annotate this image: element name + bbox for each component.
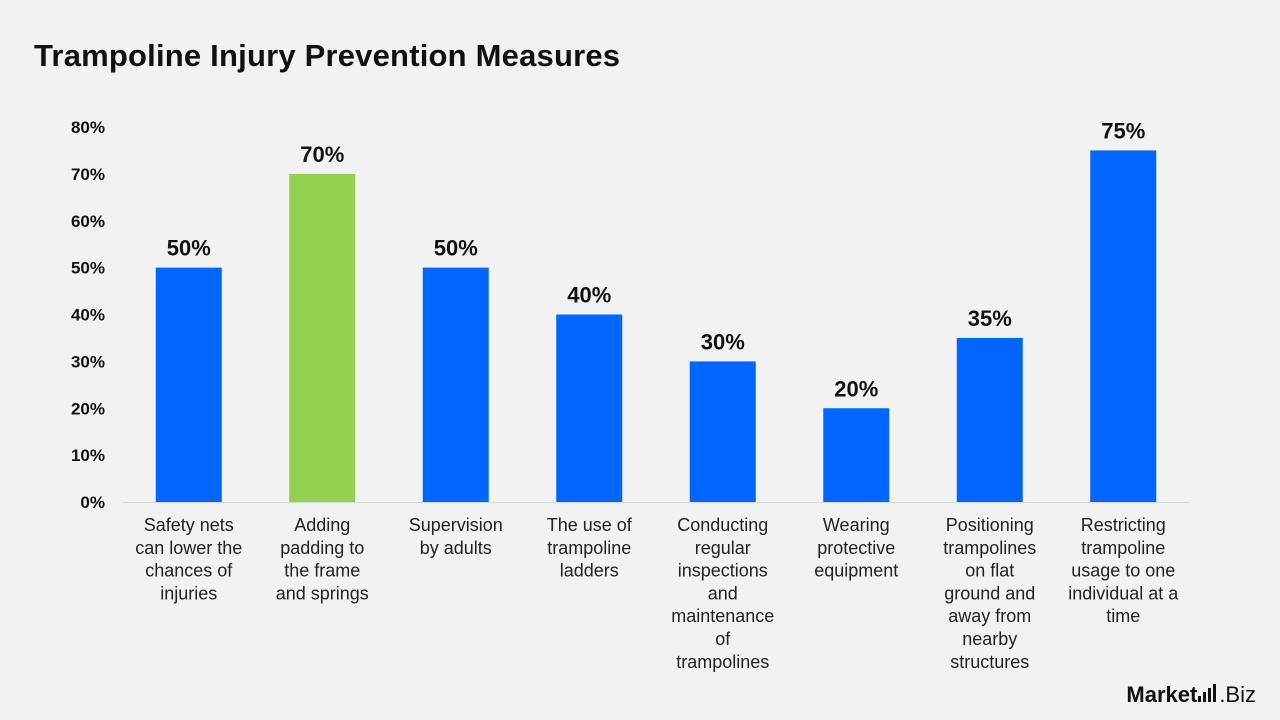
y-tick-label: 40% bbox=[71, 306, 105, 325]
y-tick-label: 70% bbox=[71, 165, 105, 184]
data-label: 40% bbox=[567, 283, 611, 308]
data-label: 20% bbox=[834, 376, 878, 401]
y-tick-label: 30% bbox=[71, 352, 105, 371]
bar-chart: 0% 10% 20% 30% 40% 50% 60% 70% 80% 50% Safety nets… bbox=[71, 118, 1190, 672]
data-label: 35% bbox=[968, 306, 1012, 331]
x-category-label: Positioning trampolines on flat ground and a… bbox=[943, 515, 1036, 672]
bar bbox=[689, 361, 756, 502]
brand-name-part2: .Biz bbox=[1219, 682, 1256, 707]
brand-logo: Market .Biz bbox=[1126, 682, 1256, 708]
data-label: 70% bbox=[300, 142, 344, 167]
chart-title: Trampoline Injury Prevention Measures bbox=[34, 38, 621, 73]
x-category-label: Wearing protective equipment bbox=[814, 515, 898, 581]
bar bbox=[823, 408, 890, 502]
x-category-label: Restricting trampoline usage to one individ… bbox=[1068, 515, 1179, 626]
y-tick-label: 20% bbox=[71, 399, 105, 418]
x-category-label: Adding padding to the frame and springs bbox=[276, 515, 369, 603]
data-label: 30% bbox=[701, 329, 745, 354]
x-category-label: Supervision by adults bbox=[409, 515, 503, 558]
data-label: 50% bbox=[434, 236, 478, 261]
bar bbox=[556, 314, 623, 502]
data-label: 50% bbox=[167, 236, 211, 261]
y-tick-label: 0% bbox=[80, 493, 105, 512]
bar bbox=[1090, 150, 1157, 502]
brand-name-part1: Market bbox=[1126, 682, 1198, 707]
bar bbox=[422, 267, 489, 502]
y-tick-label: 10% bbox=[71, 446, 105, 465]
y-tick-label: 60% bbox=[71, 212, 105, 231]
bar bbox=[155, 267, 222, 502]
x-category-label: The use of trampoline ladders bbox=[547, 515, 633, 581]
bar-graph-icon bbox=[1198, 684, 1218, 702]
x-category-label: Safety nets can lower the chances of injuri… bbox=[135, 515, 242, 603]
y-tick-label: 80% bbox=[71, 118, 105, 137]
data-label: 75% bbox=[1101, 118, 1145, 143]
y-tick-label: 50% bbox=[71, 259, 105, 278]
bar bbox=[956, 337, 1023, 502]
bar bbox=[289, 173, 356, 502]
x-category-label: Conducting regular inspections and maintenan… bbox=[671, 515, 774, 672]
